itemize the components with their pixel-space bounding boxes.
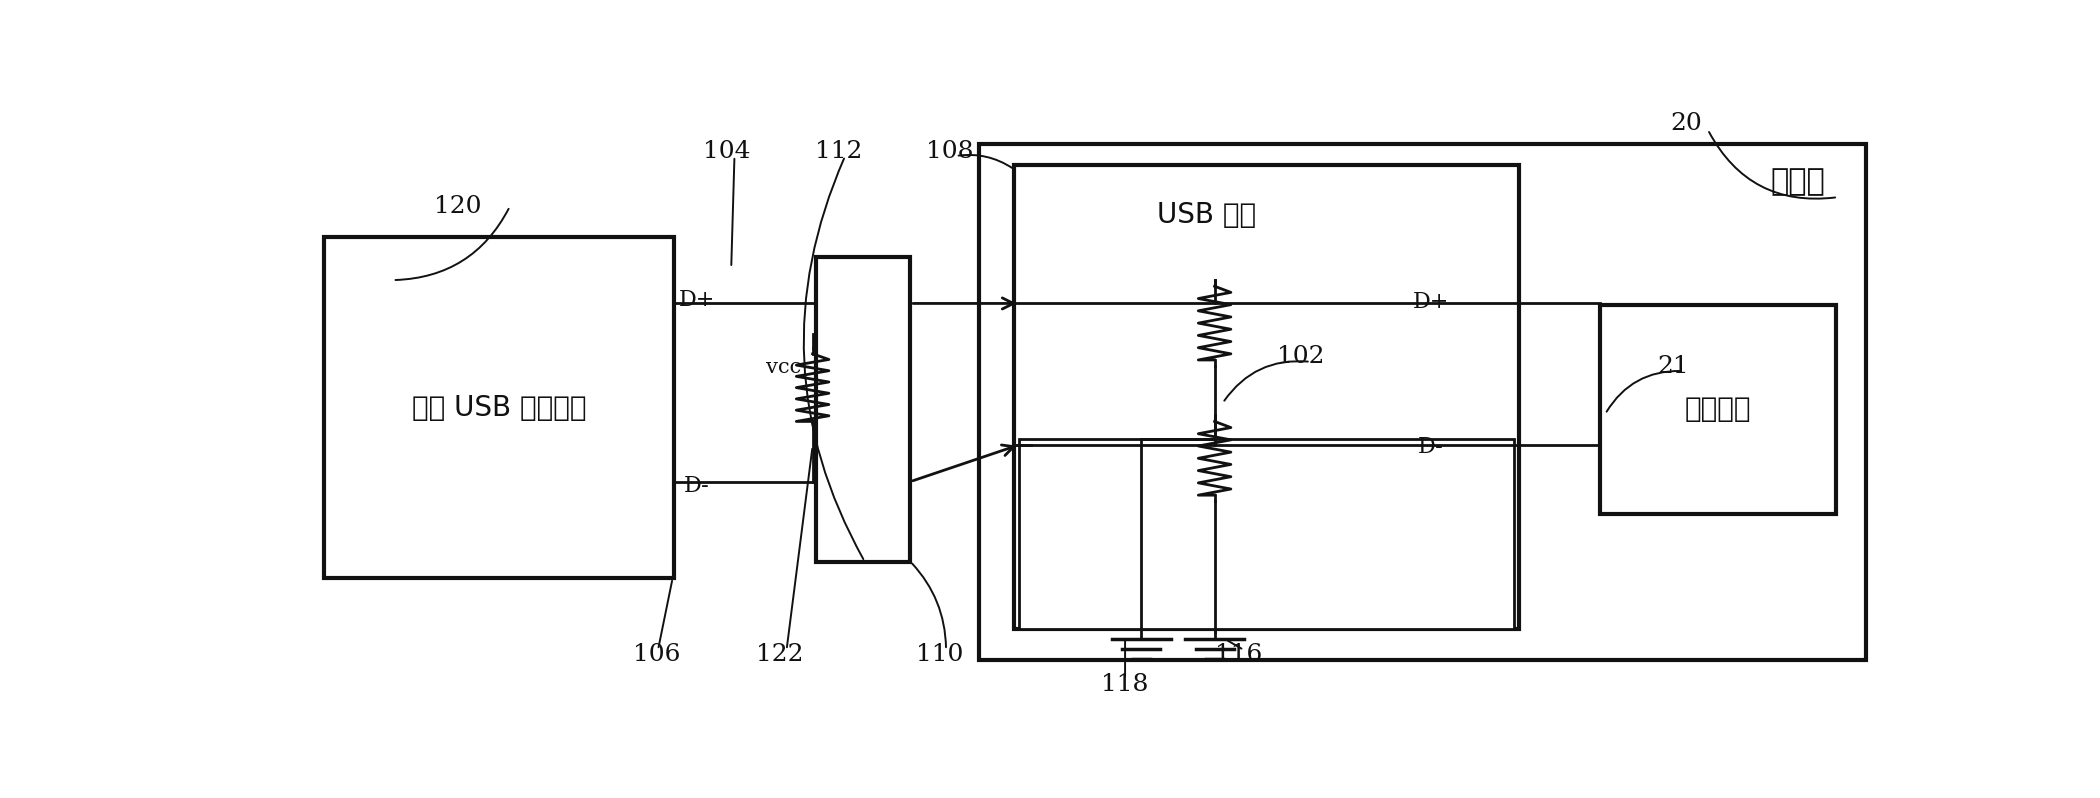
Text: 122: 122 — [756, 643, 804, 666]
Text: 计算机: 计算机 — [1770, 167, 1825, 196]
Text: 110: 110 — [916, 643, 964, 666]
Text: 106: 106 — [632, 643, 680, 666]
Bar — [323, 237, 674, 578]
Text: 116: 116 — [1216, 643, 1262, 666]
Text: vcc: vcc — [766, 358, 800, 377]
Text: 低速 USB 外围设备: 低速 USB 外围设备 — [412, 393, 586, 421]
Text: 112: 112 — [815, 140, 863, 163]
Bar — [1600, 305, 1835, 514]
Text: 20: 20 — [1672, 112, 1703, 135]
Bar — [1018, 439, 1514, 629]
Bar — [1014, 165, 1518, 629]
Text: 120: 120 — [435, 195, 481, 218]
Text: D-: D- — [685, 475, 710, 497]
Text: D+: D+ — [1413, 290, 1449, 313]
Text: D+: D+ — [678, 289, 716, 310]
Text: 主处理器: 主处理器 — [1684, 395, 1751, 423]
Text: 21: 21 — [1657, 354, 1688, 377]
Text: 104: 104 — [704, 140, 750, 163]
Text: 108: 108 — [926, 140, 972, 163]
Text: 118: 118 — [1100, 673, 1149, 696]
Text: D-: D- — [1418, 437, 1445, 458]
Text: USB 接口: USB 接口 — [1157, 201, 1256, 229]
Bar — [815, 258, 909, 562]
Bar — [979, 144, 1865, 660]
Text: 102: 102 — [1277, 346, 1325, 369]
